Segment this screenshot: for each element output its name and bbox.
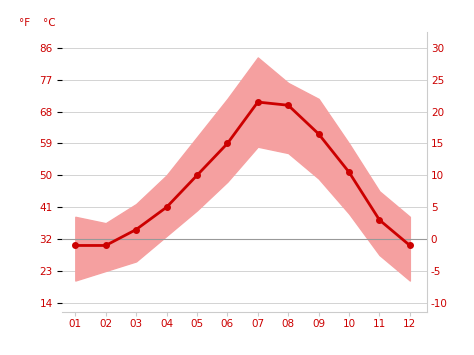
Text: °F: °F — [19, 18, 30, 28]
Text: °C: °C — [43, 18, 55, 28]
